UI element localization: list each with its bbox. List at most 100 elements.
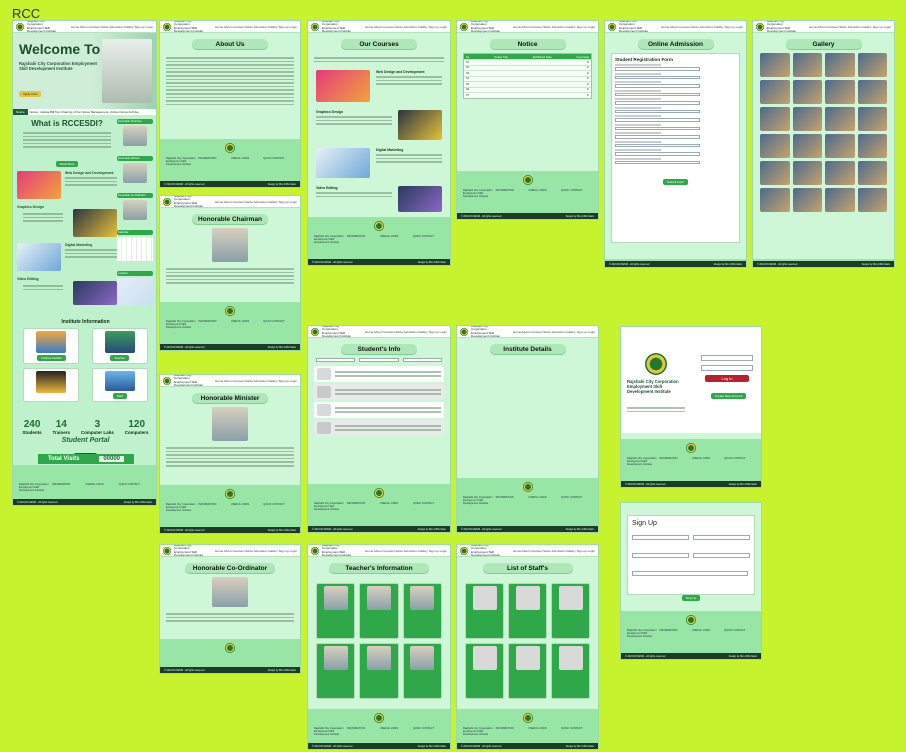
signup-field[interactable]: [632, 553, 689, 558]
gallery-photo[interactable]: [825, 80, 855, 104]
main-nav[interactable]: Home About Courses Notice Admission Gall…: [513, 329, 595, 334]
logo-icon: [645, 353, 667, 375]
stat-computers: 120 Computers: [124, 419, 149, 435]
table-row: [314, 366, 444, 382]
table-row: [314, 402, 444, 418]
main-nav[interactable]: Home About Courses Notice Admission Gall…: [365, 329, 447, 334]
main-nav[interactable]: Home About Courses Notice Admission Gall…: [215, 378, 297, 383]
gallery-photo[interactable]: [792, 134, 822, 158]
signup-button[interactable]: Sing Up: [681, 595, 701, 601]
teacher-card: [359, 583, 399, 639]
gallery-photo[interactable]: [760, 188, 790, 212]
download-icon[interactable]: ⬇: [586, 93, 589, 97]
what-section: What is RCCESDI? Read More: [17, 119, 117, 170]
calendar-widget[interactable]: [117, 237, 153, 261]
courses-page-frame: Rajshahi City Corporation Employment Ski…: [307, 20, 451, 266]
course-video-image: [73, 281, 117, 305]
coordinator-page-frame: Rajshahi City Corporation Employment Ski…: [159, 544, 301, 674]
gallery-photo[interactable]: [857, 161, 887, 185]
gallery-photo[interactable]: [760, 80, 790, 104]
gallery-photo[interactable]: [857, 80, 887, 104]
login-card: Rajshahi City Corporation Employment Ski…: [621, 327, 761, 433]
main-nav[interactable]: Home About Courses Notice Admission Gall…: [71, 24, 153, 29]
download-icon[interactable]: ⬇: [586, 82, 589, 86]
main-nav[interactable]: Home About Courses Notice Admission Gall…: [365, 548, 447, 553]
institute-info-section: Institute Information Institute Details …: [17, 319, 154, 402]
home-footer: Rajshahi City Corporation Employment Ski…: [13, 465, 156, 505]
main-nav[interactable]: Home About Courses Notice Admission Gall…: [661, 24, 743, 29]
staff-page-frame: Rajshahi City Corporation Employment Ski…: [456, 544, 599, 750]
gallery-photo[interactable]: [760, 161, 790, 185]
gallery-photo[interactable]: [760, 107, 790, 131]
main-nav[interactable]: Home About Courses Notice Admission Gall…: [513, 24, 595, 29]
hero-building-image: [102, 39, 152, 103]
filter-select[interactable]: [359, 358, 399, 362]
main-nav[interactable]: Home About Courses Notice Admission Gall…: [809, 24, 891, 29]
notice-page-frame: Rajshahi City Corporation Employment Ski…: [456, 20, 599, 220]
gallery-photo[interactable]: [792, 107, 822, 131]
download-icon[interactable]: ⬇: [586, 77, 589, 81]
logo-icon: [460, 546, 468, 555]
signup-field[interactable]: [693, 535, 750, 540]
gallery-photo[interactable]: [825, 188, 855, 212]
submit-form-button[interactable]: Submit Form: [662, 179, 689, 185]
signup-field[interactable]: [632, 571, 748, 576]
teacher-card: [316, 583, 356, 639]
create-account-button[interactable]: Create New Account: [711, 393, 747, 399]
filter-select[interactable]: [316, 358, 356, 362]
download-icon[interactable]: ⬇: [586, 66, 589, 70]
filter-select[interactable]: [402, 358, 442, 362]
gallery-photo[interactable]: [760, 134, 790, 158]
download-icon[interactable]: ⬇: [586, 60, 589, 64]
download-icon[interactable]: ⬇: [586, 88, 589, 92]
gallery-photo[interactable]: [857, 134, 887, 158]
minister-portrait: [212, 407, 248, 441]
page-title: Gallery: [785, 39, 862, 49]
login-button[interactable]: Log in: [705, 375, 749, 382]
signup-field[interactable]: [632, 535, 689, 540]
staff-card: [551, 583, 590, 639]
course-video-title: Video Editing: [17, 277, 39, 281]
main-nav[interactable]: Home About Courses Notice Admission Gall…: [513, 548, 595, 553]
page-title: Student's Info: [341, 344, 417, 354]
username-input[interactable]: [701, 355, 753, 361]
gallery-photo[interactable]: [857, 107, 887, 131]
signup-field[interactable]: [693, 553, 750, 558]
gallery-photo[interactable]: [825, 161, 855, 185]
teacher-button[interactable]: Teacher: [110, 355, 130, 361]
main-nav[interactable]: Home About Courses Notice Admission Gall…: [365, 24, 447, 29]
gallery-photo[interactable]: [792, 161, 822, 185]
table-row: 03 ⬇: [464, 70, 591, 76]
gallery-photo[interactable]: [792, 80, 822, 104]
institute-details-button[interactable]: Institute Details: [36, 355, 66, 361]
notice-ticker[interactable]: Notice Notice, Update Bill Top Ordering …: [13, 109, 156, 115]
gallery-photo[interactable]: [792, 188, 822, 212]
password-input[interactable]: [701, 365, 753, 371]
main-nav[interactable]: Home About Courses Notice Admission Gall…: [215, 548, 297, 553]
teacher-card: [359, 643, 399, 699]
main-nav[interactable]: Home About Courses Notice Admission Gall…: [215, 199, 297, 204]
gallery-photo[interactable]: [857, 188, 887, 212]
course-image: [316, 148, 370, 179]
main-nav[interactable]: Home About Courses Notice Admission Gall…: [215, 24, 297, 29]
logo-icon: [756, 22, 764, 31]
location-map[interactable]: [117, 278, 153, 306]
login-page-frame: Rajshahi City Corporation Employment Ski…: [620, 326, 762, 488]
table-row: 06 ⬇: [464, 86, 591, 92]
hero-welcome: Welcome To: [19, 41, 101, 57]
home-page-frame: Rajshahi City Corporation Employment Ski…: [12, 20, 157, 506]
read-more-button[interactable]: Read More: [55, 160, 79, 167]
course-digital-image: [17, 243, 61, 271]
gallery-photo[interactable]: [792, 53, 822, 77]
staff-button[interactable]: Staff: [112, 393, 127, 399]
gallery-photo[interactable]: [857, 53, 887, 77]
course-graphic-image: [73, 209, 117, 237]
download-icon[interactable]: ⬇: [586, 71, 589, 75]
gallery-photo[interactable]: [825, 134, 855, 158]
gallery-photo[interactable]: [760, 53, 790, 77]
course-graphic-title: Graphics Design: [17, 205, 44, 209]
side-coordinator-heading: Honorable Co-Ordinator: [117, 193, 153, 198]
apply-now-button[interactable]: Apply Now: [19, 91, 42, 97]
gallery-photo[interactable]: [825, 107, 855, 131]
gallery-photo[interactable]: [825, 53, 855, 77]
